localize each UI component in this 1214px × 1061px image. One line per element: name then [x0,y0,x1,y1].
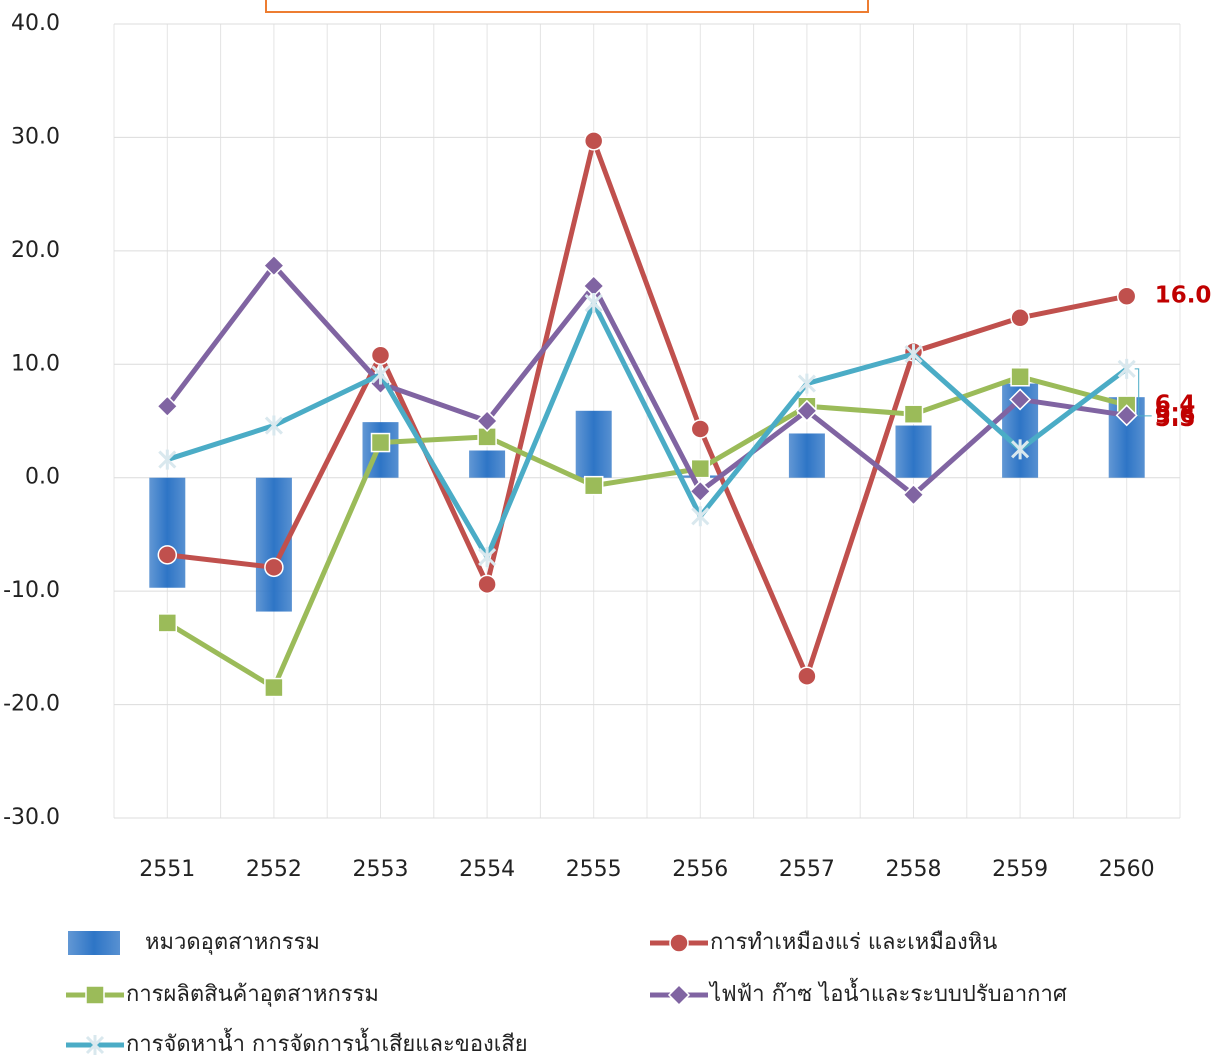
value-label: 6.4 [1155,392,1196,418]
legend-item: การทำเหมืองแร่ และเหมืองหิน [650,930,997,955]
marker [156,395,179,418]
legend-label: หมวดอุตสาหกรรม [145,930,320,955]
marker [1009,388,1032,411]
y-tick-label: -20.0 [3,692,60,717]
marker [904,344,923,365]
marker [85,985,105,1005]
value-label: 9.6 [1155,402,1196,428]
bar [149,477,186,588]
marker [264,677,284,698]
x-tick-label: 2555 [566,857,622,882]
marker [669,933,689,953]
legend-item: การจัดหาน้ำ การจัดการน้ำเสียและของเสีย [66,1028,528,1057]
leader [1134,368,1152,417]
marker [797,373,816,394]
marker [157,613,178,633]
bar [788,433,825,478]
y-tick-label: 40.0 [11,11,60,36]
marker [478,547,497,568]
x-tick-label: 2560 [1099,857,1155,882]
y-tick-label: -10.0 [3,578,60,603]
x-tick-label: 2553 [353,857,409,882]
marker [370,432,391,453]
marker [689,480,712,503]
marker [477,574,497,595]
marker [797,666,817,686]
x-tick-label: 2557 [779,857,835,882]
marker [1115,404,1138,427]
legend-item: การผลิตสินค้าอุตสาหกรรม [66,982,379,1007]
marker [1010,367,1030,387]
marker [476,409,499,433]
legend-label: การผลิตสินค้าอุตสาหกรรม [126,982,379,1007]
line [165,263,1128,498]
line [166,374,1128,691]
marker [371,364,390,385]
x-tick-label: 2552 [246,857,302,882]
x-tick-label: 2559 [992,857,1048,882]
title-box [265,0,869,13]
marker [583,475,604,496]
marker [157,545,178,565]
bar [895,425,932,478]
bar [575,410,612,478]
marker [85,1035,105,1055]
x-tick-label: 2556 [672,857,728,882]
legend-item: หมวดอุตสาหกรรม [68,930,320,955]
legend-swatch [68,931,120,955]
marker [1010,308,1030,328]
value-label: 5.5 [1155,406,1196,432]
legend-label: การทำเหมืองแร่ และเหมืองหิน [710,930,997,955]
marker [370,345,391,365]
marker [264,557,284,578]
marker [158,449,177,470]
marker [667,983,691,1007]
marker [264,415,283,436]
x-tick-label: 2551 [139,857,195,882]
marker [903,404,924,424]
legend-label: การจัดหาน้ำ การจัดการน้ำเสียและของเสีย [126,1028,528,1057]
y-tick-label: 30.0 [11,124,60,149]
marker [691,506,710,527]
marker [1116,286,1137,306]
marker [583,131,604,151]
marker [1011,439,1030,460]
bar [469,450,506,478]
value-label: 16.0 [1155,283,1212,309]
y-tick-label: 20.0 [11,238,60,263]
y-tick-label: 10.0 [11,351,60,376]
marker [584,293,603,314]
x-tick-label: 2558 [886,857,942,882]
y-tick-label: -30.0 [3,805,60,830]
marker [262,254,285,277]
marker [902,483,925,506]
x-tick-label: 2554 [459,857,515,882]
line [166,300,1129,560]
line [167,138,1128,679]
legend-label: ไฟฟ้า ก๊าซ ไอน้ำและระบบปรับอากาศ [708,978,1067,1007]
y-tick-label: 0.0 [25,465,60,490]
marker [795,399,818,422]
marker [690,419,711,439]
marker [1117,358,1136,379]
legend-item: ไฟฟ้า ก๊าซ ไอน้ำและระบบปรับอากาศ [650,978,1067,1007]
